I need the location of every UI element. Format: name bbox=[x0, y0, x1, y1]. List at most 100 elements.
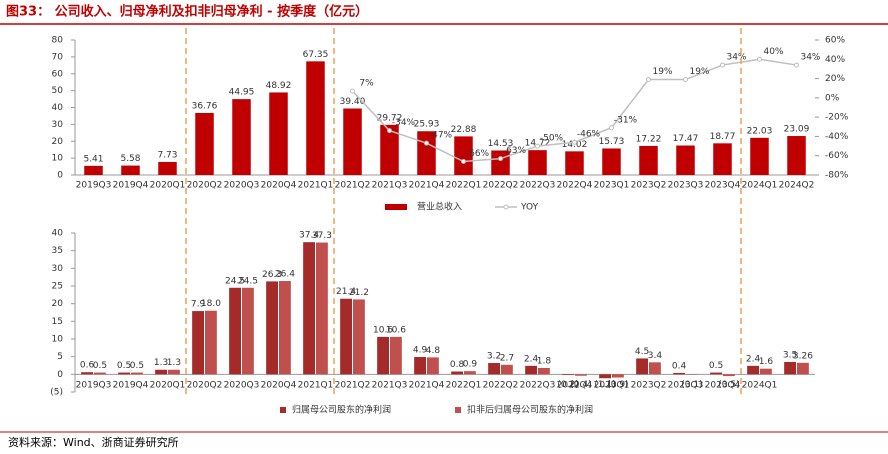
line-point bbox=[758, 57, 762, 61]
data-label: 0.4 bbox=[672, 361, 687, 371]
x-tick-label: 2020Q1 bbox=[150, 181, 186, 191]
x-tick-label: 2020Q2 bbox=[187, 381, 223, 391]
y2-tick-label: -60% bbox=[825, 151, 849, 161]
bar bbox=[797, 363, 809, 375]
x-tick-label: 2022Q3 bbox=[520, 381, 556, 391]
data-label: 48.92 bbox=[266, 81, 292, 91]
x-tick-label: 2019Q4 bbox=[113, 181, 149, 191]
bar bbox=[639, 146, 658, 175]
bar bbox=[269, 92, 288, 175]
bar bbox=[528, 150, 547, 175]
y-tick-label: 10 bbox=[52, 154, 64, 164]
bar bbox=[306, 61, 325, 175]
data-label: 40% bbox=[763, 47, 783, 57]
data-label: 18.77 bbox=[710, 132, 736, 142]
x-tick-label: 2023Q4 bbox=[705, 181, 741, 191]
data-label: 0.5 bbox=[130, 361, 144, 371]
y2-tick-label: 0% bbox=[825, 93, 840, 103]
source: 资料来源：Wind、浙商证券研究所 bbox=[8, 435, 179, 449]
y-tick-label: 40 bbox=[52, 103, 64, 113]
x-tick-label: 2019Q3 bbox=[76, 381, 112, 391]
line-point bbox=[536, 144, 540, 148]
bar bbox=[377, 337, 389, 374]
y-tick-label: 30 bbox=[52, 120, 64, 130]
x-tick-label: 2020Q3 bbox=[224, 381, 260, 391]
data-label: 18.0 bbox=[201, 299, 221, 309]
bar bbox=[636, 358, 648, 374]
y-tick-label: 25 bbox=[52, 282, 63, 292]
x-tick-label: 2023Q3 bbox=[668, 181, 704, 191]
bar bbox=[131, 373, 143, 375]
bar bbox=[750, 138, 769, 175]
bar bbox=[599, 374, 611, 378]
data-label: 17.22 bbox=[636, 134, 662, 144]
y2-tick-label: -40% bbox=[825, 132, 849, 142]
x-tick-label: 2020Q4 bbox=[261, 181, 297, 191]
bar bbox=[205, 311, 217, 375]
y2-tick-label: 60% bbox=[825, 36, 845, 46]
data-label: 37.3 bbox=[312, 231, 332, 241]
x-tick-label: 2022Q4 bbox=[557, 181, 593, 191]
y-tick-label: 0 bbox=[57, 370, 63, 380]
y-tick-label: 15 bbox=[52, 317, 63, 327]
bar bbox=[787, 136, 806, 175]
bar bbox=[390, 337, 402, 374]
data-label: -31% bbox=[614, 115, 638, 125]
data-label: (0.4) bbox=[570, 380, 591, 390]
line-point bbox=[351, 89, 355, 93]
data-label: 0.5 bbox=[93, 361, 107, 371]
bar bbox=[723, 374, 735, 376]
data-label: 10.6 bbox=[386, 325, 406, 335]
bar bbox=[192, 311, 204, 374]
x-tick-label: 2021Q3 bbox=[372, 181, 408, 191]
bar bbox=[121, 166, 140, 175]
x-tick-label: 2021Q3 bbox=[372, 381, 408, 391]
bar bbox=[232, 99, 251, 175]
bar bbox=[229, 288, 241, 375]
bar bbox=[673, 373, 685, 374]
bar bbox=[195, 113, 214, 175]
x-tick-label: 2021Q1 bbox=[298, 381, 334, 391]
y-tick-label: 0 bbox=[57, 171, 63, 181]
bar bbox=[81, 372, 93, 374]
chart-title: 图33： 公司收入、归母净利及扣非归母净利 - 按季度（亿元） bbox=[6, 4, 368, 20]
data-label: -50% bbox=[540, 134, 564, 144]
y-tick-label: 30 bbox=[52, 264, 64, 274]
bar bbox=[451, 372, 463, 375]
bar bbox=[155, 370, 167, 375]
bar bbox=[118, 373, 130, 375]
bar bbox=[84, 166, 103, 175]
y-tick-label: 80 bbox=[52, 36, 64, 46]
data-label: -46% bbox=[577, 130, 601, 140]
bar bbox=[565, 151, 584, 175]
legend-label: YOY bbox=[520, 203, 539, 213]
legend-label: 扣非后归属母公司股东的净利润 bbox=[467, 404, 593, 416]
data-label: 34% bbox=[726, 53, 746, 63]
x-tick-label: 2020Q2 bbox=[187, 181, 223, 191]
x-tick-label: 2021Q1 bbox=[298, 181, 334, 191]
bar bbox=[279, 281, 291, 374]
data-label: 44.95 bbox=[229, 88, 255, 98]
bar bbox=[784, 362, 796, 374]
x-tick-label: 2024Q1 bbox=[742, 381, 778, 391]
legend-swatch bbox=[385, 204, 407, 210]
bar bbox=[501, 365, 513, 375]
bar bbox=[713, 143, 732, 175]
data-label: 24.5 bbox=[238, 276, 258, 286]
y-tick-label: 35 bbox=[52, 246, 63, 256]
legend-swatch bbox=[455, 407, 461, 413]
data-label: 5.41 bbox=[83, 154, 103, 164]
bar bbox=[525, 366, 537, 374]
bar bbox=[538, 368, 550, 374]
data-label: 7.73 bbox=[157, 150, 177, 160]
x-tick-label: 2022Q2 bbox=[483, 181, 519, 191]
x-tick-label: 2022Q1 bbox=[446, 381, 482, 391]
x-tick-label: 2020Q3 bbox=[224, 181, 260, 191]
data-label: 2.7 bbox=[500, 353, 514, 363]
data-label: 67.35 bbox=[303, 50, 329, 60]
data-label: 36.76 bbox=[192, 101, 218, 111]
x-tick-label: 2020Q4 bbox=[261, 381, 297, 391]
bar bbox=[343, 109, 362, 175]
bar bbox=[676, 146, 695, 175]
data-label: 17.47 bbox=[673, 134, 699, 144]
